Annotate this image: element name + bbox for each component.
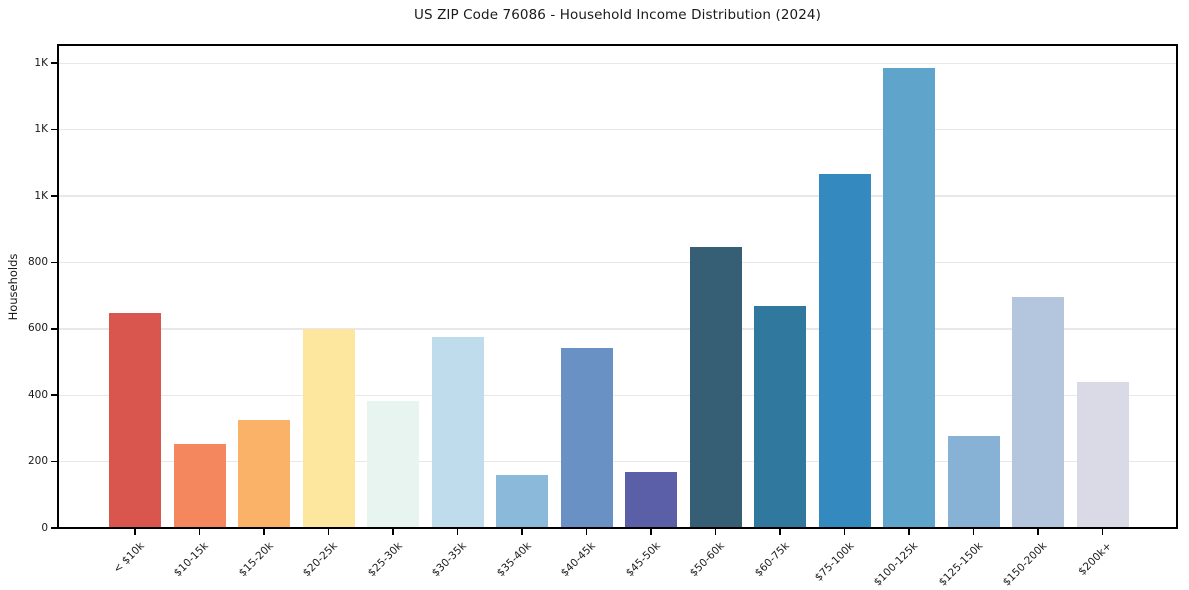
bar (625, 471, 677, 528)
y-tick-label: 600 (27, 322, 48, 335)
x-tick-mark (908, 529, 910, 535)
x-tick-mark (650, 529, 652, 535)
y-tick-mark (51, 460, 58, 463)
y-tick-mark (51, 128, 58, 131)
y-tick-mark (51, 328, 58, 330)
x-tick-label: < $10k (110, 540, 147, 576)
x-tick-label: $10-15k (171, 540, 211, 580)
x-tick-mark (198, 529, 201, 535)
gridline (58, 394, 1177, 396)
x-tick-mark (714, 529, 717, 535)
x-tick-label: $125-150k (936, 540, 985, 589)
x-tick-label: $150-200k (1000, 540, 1050, 589)
x-tick-mark (327, 529, 330, 535)
y-tick-label: 800 (27, 255, 48, 268)
x-tick-label: $20-25k (300, 540, 340, 580)
x-tick-label: $50-60k (687, 540, 727, 580)
gridline (58, 261, 1177, 264)
bar (302, 328, 355, 528)
bar (238, 420, 290, 528)
x-tick-mark (392, 529, 394, 535)
y-tick-mark (51, 394, 58, 396)
x-tick-label: $75-100k (812, 540, 856, 584)
chart-title: US ZIP Code 76086 - Household Income Dis… (414, 7, 821, 23)
gridline (58, 328, 1177, 330)
x-tick-mark (585, 529, 588, 535)
x-tick-label: $45-50k (623, 540, 663, 580)
x-tick-mark (1037, 529, 1039, 535)
gridline (58, 460, 1177, 463)
bar (1076, 382, 1129, 528)
x-tick-label: $100-125k (871, 540, 921, 589)
bar (689, 247, 742, 528)
gridline (58, 195, 1177, 197)
x-tick-mark (779, 529, 781, 535)
x-tick-mark (843, 529, 846, 535)
y-tick-label: 0 (41, 521, 48, 534)
y-tick-label: 400 (27, 388, 48, 401)
x-tick-label: $25-30k (365, 540, 405, 580)
bar (109, 313, 161, 528)
gridline (58, 128, 1177, 131)
x-tick-label: $30-35k (429, 540, 469, 580)
bar (947, 436, 1000, 528)
x-tick-mark (263, 529, 265, 535)
bar (496, 474, 548, 528)
x-tick-label: $15-20k (236, 540, 276, 580)
y-tick-mark (51, 195, 58, 197)
x-tick-mark (456, 529, 459, 535)
y-tick-label: 1K (34, 189, 48, 202)
x-tick-label: $60-75k (752, 540, 792, 580)
bar (1012, 297, 1064, 528)
x-tick-mark (972, 529, 975, 535)
x-tick-label: $35-40k (494, 540, 534, 580)
x-tick-label: $40-45k (558, 540, 598, 580)
y-tick-label: 1K (34, 56, 48, 69)
y-tick-mark (51, 527, 58, 529)
bar (431, 337, 484, 528)
bar (173, 444, 226, 528)
bar (560, 348, 613, 528)
bar (883, 68, 935, 528)
bar (818, 174, 871, 528)
x-tick-mark (521, 529, 523, 535)
x-tick-label: $200k+ (1076, 540, 1114, 578)
gridline (58, 62, 1177, 64)
y-tick-mark (51, 261, 58, 264)
x-tick-mark (1101, 529, 1104, 535)
bar (367, 400, 419, 528)
plot-area (58, 45, 1177, 528)
bar (754, 306, 806, 528)
y-tick-label: 1K (34, 123, 48, 136)
x-tick-mark (134, 529, 136, 535)
y-tick-mark (51, 62, 58, 65)
y-tick-label: 200 (27, 455, 48, 468)
